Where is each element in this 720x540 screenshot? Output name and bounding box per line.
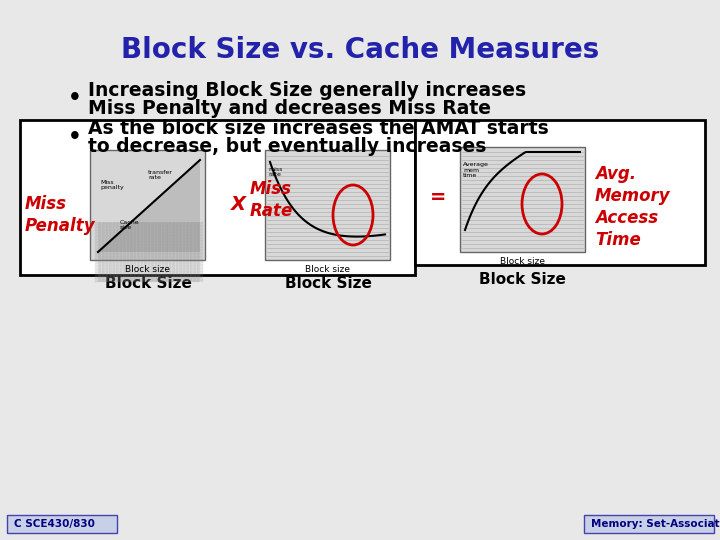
Text: Block Size vs. Cache Measures: Block Size vs. Cache Measures [121, 36, 599, 64]
Text: miss
rate: miss rate [268, 167, 282, 178]
Text: Cache
size: Cache size [120, 220, 140, 231]
Text: Block Size: Block Size [104, 275, 192, 291]
Text: •: • [68, 127, 82, 147]
Text: Block size: Block size [500, 256, 545, 266]
Text: Block size: Block size [125, 265, 170, 273]
Text: Block size: Block size [305, 265, 350, 273]
Text: •: • [68, 88, 82, 108]
FancyBboxPatch shape [460, 147, 585, 252]
FancyBboxPatch shape [7, 515, 117, 533]
Text: Average
mem
time: Average mem time [463, 161, 489, 178]
FancyBboxPatch shape [584, 515, 714, 533]
Text: Block Size: Block Size [479, 273, 565, 287]
FancyBboxPatch shape [90, 150, 205, 260]
Text: As the block size increases the AMAT starts: As the block size increases the AMAT sta… [88, 119, 549, 138]
Text: Miss
Rate: Miss Rate [250, 180, 293, 220]
Text: Avg.
Memory
Access
Time: Avg. Memory Access Time [595, 165, 670, 249]
FancyBboxPatch shape [265, 150, 390, 260]
Text: Block Size: Block Size [284, 275, 372, 291]
Text: C SCE430/830: C SCE430/830 [14, 519, 95, 529]
FancyBboxPatch shape [20, 120, 415, 275]
Polygon shape [98, 160, 200, 252]
Text: Increasing Block Size generally increases: Increasing Block Size generally increase… [88, 80, 526, 99]
FancyBboxPatch shape [415, 120, 705, 265]
Text: to decrease, but eventually increases: to decrease, but eventually increases [88, 138, 487, 157]
Text: Memory: Set-Associative $: Memory: Set-Associative $ [591, 519, 720, 529]
Text: =: = [430, 187, 446, 206]
Text: X: X [230, 195, 246, 214]
Text: transfer
rate: transfer rate [148, 170, 173, 180]
Text: Miss Penalty and decreases Miss Rate: Miss Penalty and decreases Miss Rate [88, 98, 491, 118]
Text: Miss
Penalty: Miss Penalty [25, 195, 96, 235]
Text: Miss
penalty: Miss penalty [100, 180, 124, 191]
